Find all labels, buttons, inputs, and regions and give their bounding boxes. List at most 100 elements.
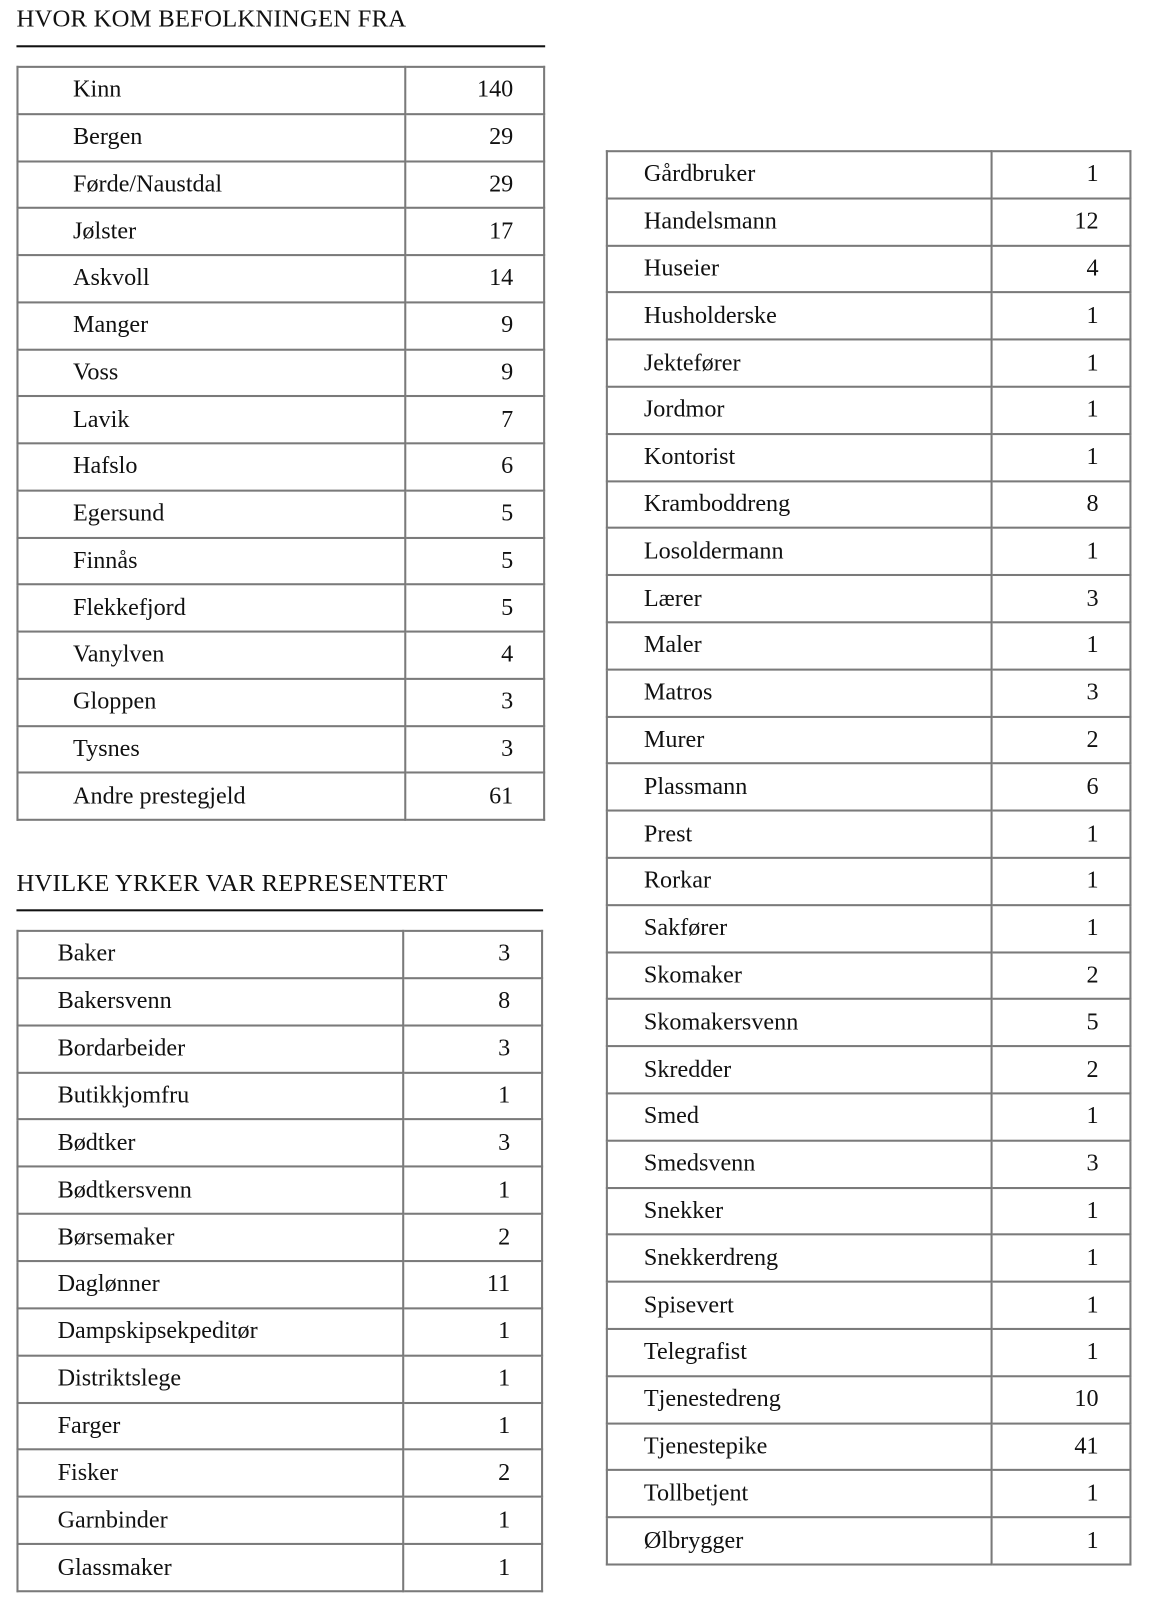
row-label: Garnbinder xyxy=(16,1495,405,1546)
row-label: Plassmann xyxy=(605,762,993,812)
table-row: Glassmaker 1 xyxy=(16,1543,544,1593)
row-count: 1 xyxy=(990,1092,1132,1142)
row-label: Tjenestepike xyxy=(605,1422,993,1472)
row-count: 140 xyxy=(404,65,546,115)
row-count: 1 xyxy=(402,1307,544,1357)
row-label: Maler xyxy=(605,621,993,671)
table-row: Smedsvenn 3 xyxy=(605,1139,1132,1189)
row-label: Jølster xyxy=(16,207,407,257)
table-row: Jektefører 1 xyxy=(605,338,1132,388)
row-label: Bødtker xyxy=(16,1118,405,1168)
row-label: Børsemaker xyxy=(16,1212,405,1263)
table-row: Matros 3 xyxy=(605,668,1132,718)
row-count: 3 xyxy=(402,1024,544,1074)
row-count: 1 xyxy=(990,1469,1132,1519)
table-row: Kontorist 1 xyxy=(605,432,1132,482)
row-label: Førde/Naustdal xyxy=(16,159,407,210)
table-row: Smed 1 xyxy=(605,1092,1132,1142)
occupations-heading: HVILKE YRKER VAR REPRESENTERT xyxy=(16,870,448,897)
table-row: Skomaker 2 xyxy=(605,950,1132,1001)
row-label: Tollbetjent xyxy=(605,1469,993,1519)
origin-heading: HVOR KOM BEFOLKNINGEN FRA xyxy=(16,6,407,33)
table-row: Tysnes 3 xyxy=(16,724,546,774)
table-row: Manger 9 xyxy=(16,301,546,351)
row-label: Kinn xyxy=(16,65,407,115)
row-count: 4 xyxy=(990,244,1132,294)
occupations-heading-rule xyxy=(16,909,544,912)
occupations-table-right: Gårdbruker 1 Handelsmann 12 Huseier 4 Husholde… xyxy=(605,150,1132,1566)
row-label: Manger xyxy=(16,301,407,351)
row-label: Voss xyxy=(16,348,407,398)
row-label: Egersund xyxy=(16,489,407,539)
row-label: Murer xyxy=(605,715,993,765)
row-label: Andre prestegjeld xyxy=(16,771,407,821)
row-label: Dampskipsekpeditør xyxy=(16,1307,405,1357)
row-count: 1 xyxy=(990,1516,1132,1566)
table-row: Tjenestedreng 10 xyxy=(605,1374,1132,1425)
row-label: Fisker xyxy=(16,1448,405,1498)
row-label: Lærer xyxy=(605,574,993,624)
table-row: Huseier 4 xyxy=(605,244,1132,294)
row-label: Daglønner xyxy=(16,1260,405,1310)
row-count: 1 xyxy=(402,1495,544,1546)
row-count: 1 xyxy=(402,1354,544,1404)
row-label: Baker xyxy=(16,929,405,980)
row-label: Flekkefjord xyxy=(16,583,407,633)
row-count: 11 xyxy=(402,1260,544,1310)
row-label: Snekker xyxy=(605,1186,993,1236)
table-row: Sakfører 1 xyxy=(605,903,1132,954)
table-row: Fisker 2 xyxy=(16,1448,544,1498)
row-count: 1 xyxy=(990,150,1132,200)
table-row: Kramboddreng 8 xyxy=(605,479,1132,530)
row-count: 2 xyxy=(402,1448,544,1498)
table-row: Losoldermann 1 xyxy=(605,527,1132,577)
table-row: Jølster 17 xyxy=(16,207,546,257)
row-label: Rorkar xyxy=(605,856,993,906)
row-label: Telegrafist xyxy=(605,1327,993,1378)
table-row: Kinn 140 xyxy=(16,65,546,115)
row-label: Jektefører xyxy=(605,338,993,388)
row-count: 9 xyxy=(404,348,546,398)
row-label: Bergen xyxy=(16,112,407,162)
table-row: Ølbrygger 1 xyxy=(605,1516,1132,1566)
row-label: Bødtkersvenn xyxy=(16,1165,405,1215)
table-row: Telegrafist 1 xyxy=(605,1327,1132,1378)
row-count: 29 xyxy=(404,159,546,210)
row-label: Hafslo xyxy=(16,442,407,492)
row-label: Skomaker xyxy=(605,950,993,1001)
row-count: 3 xyxy=(990,1139,1132,1189)
row-label: Smedsvenn xyxy=(605,1139,993,1189)
row-count: 7 xyxy=(404,395,546,445)
row-label: Kramboddreng xyxy=(605,479,993,530)
table-row: Gloppen 3 xyxy=(16,677,546,727)
table-row: Tjenestepike 41 xyxy=(605,1422,1132,1472)
row-label: Kontorist xyxy=(605,432,993,482)
row-label: Spisevert xyxy=(605,1280,993,1330)
row-count: 3 xyxy=(404,724,546,774)
table-row: Murer 2 xyxy=(605,715,1132,765)
row-count: 1 xyxy=(402,1543,544,1593)
table-row: Tollbetjent 1 xyxy=(605,1469,1132,1519)
row-count: 2 xyxy=(990,1045,1132,1095)
row-label: Butikkjomfru xyxy=(16,1071,405,1121)
row-label: Skredder xyxy=(605,1045,993,1095)
row-count: 29 xyxy=(404,112,546,162)
row-count: 1 xyxy=(990,385,1132,435)
table-row: Egersund 5 xyxy=(16,489,546,539)
row-count: 1 xyxy=(990,1186,1132,1236)
row-label: Sakfører xyxy=(605,903,993,954)
row-count: 3 xyxy=(990,668,1132,718)
row-count: 17 xyxy=(404,207,546,257)
row-count: 12 xyxy=(990,197,1132,247)
row-label: Farger xyxy=(16,1401,405,1451)
row-label: Tjenestedreng xyxy=(605,1374,993,1425)
table-row: Vanylven 4 xyxy=(16,630,546,680)
row-count: 9 xyxy=(404,301,546,351)
table-row: Rorkar 1 xyxy=(605,856,1132,906)
row-count: 4 xyxy=(404,630,546,680)
row-label: Askvoll xyxy=(16,254,407,304)
table-row: Maler 1 xyxy=(605,621,1132,671)
table-row: Andre prestegjeld 61 xyxy=(16,771,546,821)
table-row: Børsemaker 2 xyxy=(16,1212,544,1263)
table-row: Distriktslege 1 xyxy=(16,1354,544,1404)
